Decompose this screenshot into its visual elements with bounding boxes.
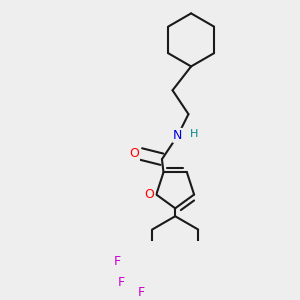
- Text: N: N: [173, 129, 182, 142]
- Text: F: F: [118, 276, 125, 289]
- Text: F: F: [114, 255, 121, 268]
- Text: H: H: [190, 129, 198, 139]
- Text: O: O: [145, 188, 154, 201]
- Text: F: F: [138, 286, 145, 299]
- Text: O: O: [129, 147, 139, 161]
